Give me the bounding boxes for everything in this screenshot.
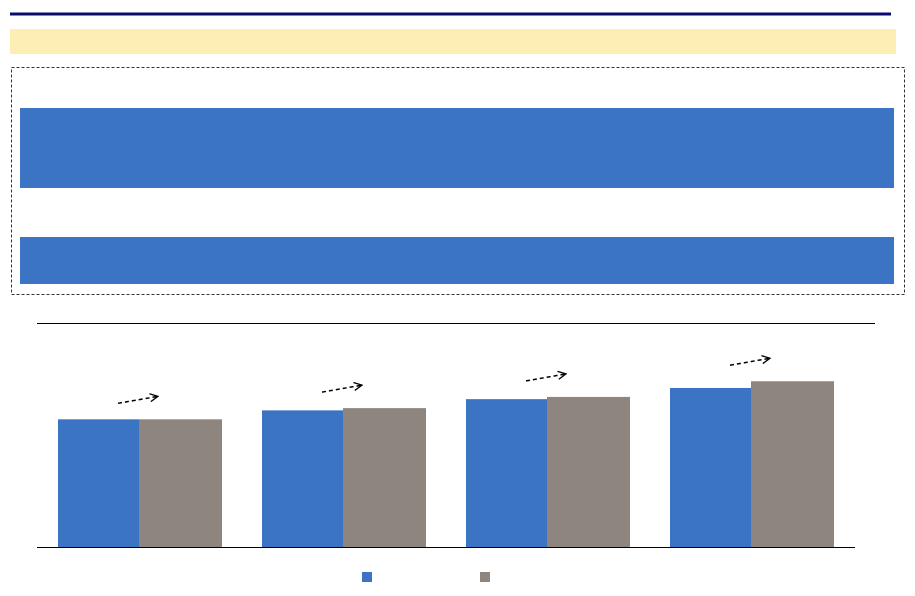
trend-arrow — [117, 396, 158, 405]
dashed-box — [11, 67, 905, 295]
bar — [670, 387, 751, 547]
trend-arrow — [729, 358, 770, 366]
legend-swatch — [362, 572, 372, 582]
trend-arrow — [525, 374, 566, 382]
bar — [262, 410, 343, 547]
banner — [10, 29, 896, 54]
blue-panel — [20, 237, 894, 284]
bar — [58, 419, 139, 547]
bar — [751, 381, 834, 547]
bar — [139, 419, 222, 547]
bar — [547, 396, 630, 547]
blue-panel — [20, 108, 894, 188]
trend-arrow — [321, 385, 362, 393]
bar — [466, 399, 547, 547]
legend-swatch — [480, 572, 490, 582]
bar — [343, 408, 426, 547]
